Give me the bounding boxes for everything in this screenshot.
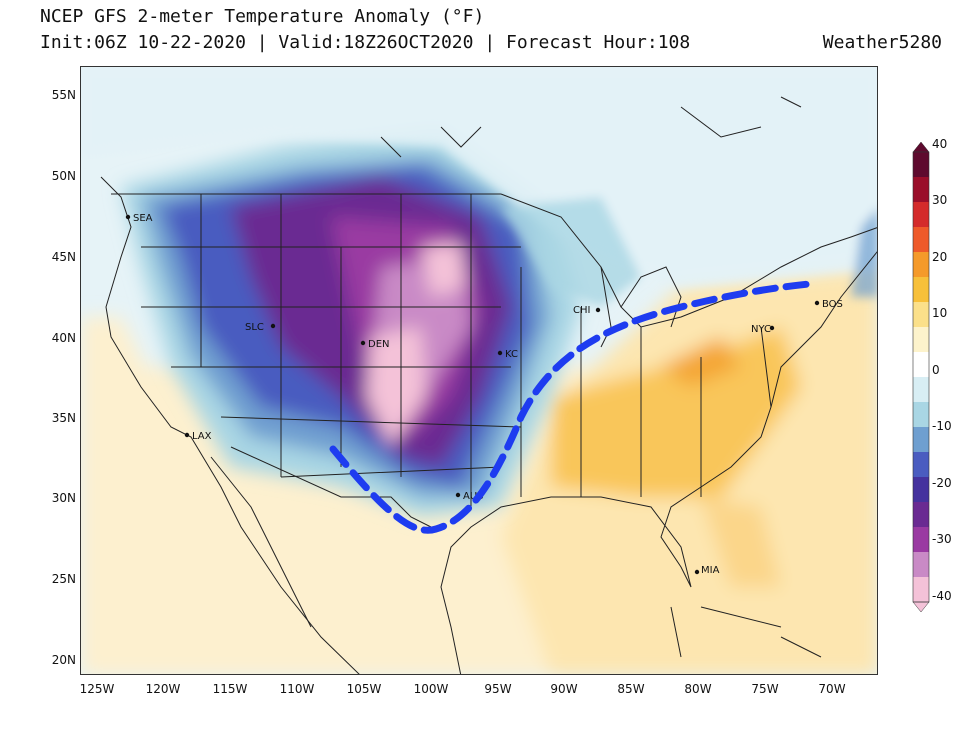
city-label: KC bbox=[505, 349, 518, 360]
lon-label: 85W bbox=[617, 682, 645, 696]
colorbar-label: -20 bbox=[932, 476, 952, 490]
map-title: NCEP GFS 2-meter Temperature Anomaly (°F… bbox=[40, 6, 485, 27]
city-label: NYC bbox=[751, 324, 771, 335]
lat-label: 55N bbox=[51, 88, 76, 102]
lon-label: 80W bbox=[684, 682, 712, 696]
city-label: LAX bbox=[192, 431, 212, 442]
colorbar-swatch bbox=[913, 552, 929, 578]
colorbar-label: 10 bbox=[932, 306, 948, 320]
lon-label: 95W bbox=[484, 682, 512, 696]
colorbar-swatch bbox=[913, 502, 929, 528]
colorbar-label: -30 bbox=[932, 532, 952, 546]
colorbar-swatch bbox=[913, 477, 929, 503]
colorbar-swatch bbox=[913, 227, 929, 253]
city-label: SLC bbox=[245, 322, 264, 333]
city-label: BOS bbox=[822, 299, 843, 310]
lon-label: 115W bbox=[212, 682, 248, 696]
colorbar-swatch bbox=[913, 452, 929, 478]
cold-front-dashed-line bbox=[329, 280, 813, 534]
lon-label: 75W bbox=[751, 682, 779, 696]
city-label: DEN bbox=[368, 339, 390, 350]
city-label: CHI bbox=[573, 305, 590, 316]
colorbar-swatch bbox=[913, 352, 929, 378]
lat-label: 20N bbox=[51, 653, 76, 667]
colorbar-max-arrow bbox=[912, 142, 930, 153]
colorbar-swatch bbox=[913, 252, 929, 278]
lon-label: 120W bbox=[145, 682, 181, 696]
colorbar-swatch bbox=[913, 152, 929, 178]
colorbar-swatch bbox=[913, 302, 929, 328]
lon-label: 110W bbox=[279, 682, 315, 696]
temperature-anomaly-map: SEA SLC DEN KC CHI NYC BOS LAX AUS MIA bbox=[80, 66, 878, 675]
colorbar-swatch bbox=[913, 277, 929, 303]
map-canvas: SEA SLC DEN KC CHI NYC BOS LAX AUS MIA bbox=[81, 67, 877, 674]
colorbar-swatch bbox=[913, 577, 929, 603]
lat-label: 45N bbox=[51, 250, 76, 264]
lat-label: 35N bbox=[51, 411, 76, 425]
lon-label: 100W bbox=[413, 682, 449, 696]
colorbar-swatch bbox=[913, 527, 929, 553]
lat-label: 30N bbox=[51, 491, 76, 505]
colorbar-swatch bbox=[913, 377, 929, 403]
lon-label: 70W bbox=[818, 682, 846, 696]
colorbar-swatch bbox=[913, 177, 929, 203]
colorbar-frame bbox=[912, 151, 930, 603]
colorbar-swatch bbox=[913, 202, 929, 228]
lon-label: 90W bbox=[550, 682, 578, 696]
colorbar-label: 40 bbox=[932, 137, 948, 151]
lat-label: 40N bbox=[51, 331, 76, 345]
lat-label: 25N bbox=[51, 572, 76, 586]
colorbar-label: 30 bbox=[932, 193, 948, 207]
colorbar-swatch bbox=[913, 327, 929, 353]
city-markers: SEA SLC DEN KC CHI NYC BOS LAX AUS MIA bbox=[125, 213, 843, 576]
colorbar-label: 0 bbox=[932, 363, 940, 377]
colorbar-label: -10 bbox=[932, 419, 952, 433]
colorbar-label: -40 bbox=[932, 589, 952, 603]
city-label: SEA bbox=[133, 213, 153, 224]
colorbar-swatch bbox=[913, 402, 929, 428]
lon-label: 105W bbox=[346, 682, 382, 696]
lat-label: 50N bbox=[51, 169, 76, 183]
lon-label: 125W bbox=[79, 682, 115, 696]
boundaries bbox=[100, 96, 877, 674]
city-label: MIA bbox=[701, 565, 720, 576]
colorbar-swatch bbox=[913, 427, 929, 453]
map-subtitle: Init:06Z 10-22-2020 | Valid:18Z26OCT2020… bbox=[40, 32, 691, 53]
credit-label: Weather5280 bbox=[822, 32, 942, 53]
colorbar-label: 20 bbox=[932, 250, 948, 264]
colorbar-min-arrow bbox=[912, 601, 930, 612]
city-label: AUS bbox=[463, 491, 484, 502]
colorbar bbox=[912, 142, 930, 612]
northern-fields bbox=[81, 67, 877, 307]
